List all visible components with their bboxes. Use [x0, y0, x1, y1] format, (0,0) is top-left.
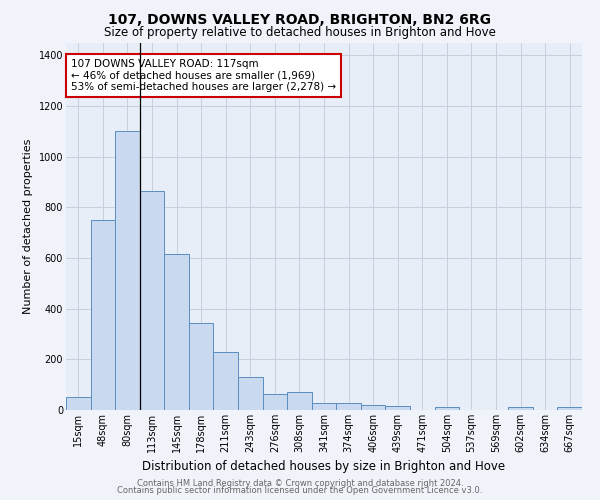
Bar: [189, 322, 214, 410]
Y-axis label: Number of detached properties: Number of detached properties: [23, 138, 33, 314]
Bar: [238, 377, 263, 410]
Bar: [287, 392, 312, 410]
Bar: [66, 398, 91, 410]
Bar: [164, 254, 189, 410]
Bar: [312, 403, 336, 410]
Bar: [361, 405, 385, 410]
Bar: [336, 403, 361, 410]
Bar: [434, 407, 459, 410]
Text: 107, DOWNS VALLEY ROAD, BRIGHTON, BN2 6RG: 107, DOWNS VALLEY ROAD, BRIGHTON, BN2 6R…: [109, 12, 491, 26]
Bar: [508, 407, 533, 410]
Bar: [263, 394, 287, 410]
Text: 107 DOWNS VALLEY ROAD: 117sqm
← 46% of detached houses are smaller (1,969)
53% o: 107 DOWNS VALLEY ROAD: 117sqm ← 46% of d…: [71, 59, 336, 92]
Text: Contains public sector information licensed under the Open Government Licence v3: Contains public sector information licen…: [118, 486, 482, 495]
Bar: [91, 220, 115, 410]
Bar: [557, 407, 582, 410]
Text: Size of property relative to detached houses in Brighton and Hove: Size of property relative to detached ho…: [104, 26, 496, 39]
Bar: [140, 191, 164, 410]
Bar: [385, 406, 410, 410]
X-axis label: Distribution of detached houses by size in Brighton and Hove: Distribution of detached houses by size …: [142, 460, 506, 473]
Text: Contains HM Land Registry data © Crown copyright and database right 2024.: Contains HM Land Registry data © Crown c…: [137, 478, 463, 488]
Bar: [214, 352, 238, 410]
Bar: [115, 131, 140, 410]
